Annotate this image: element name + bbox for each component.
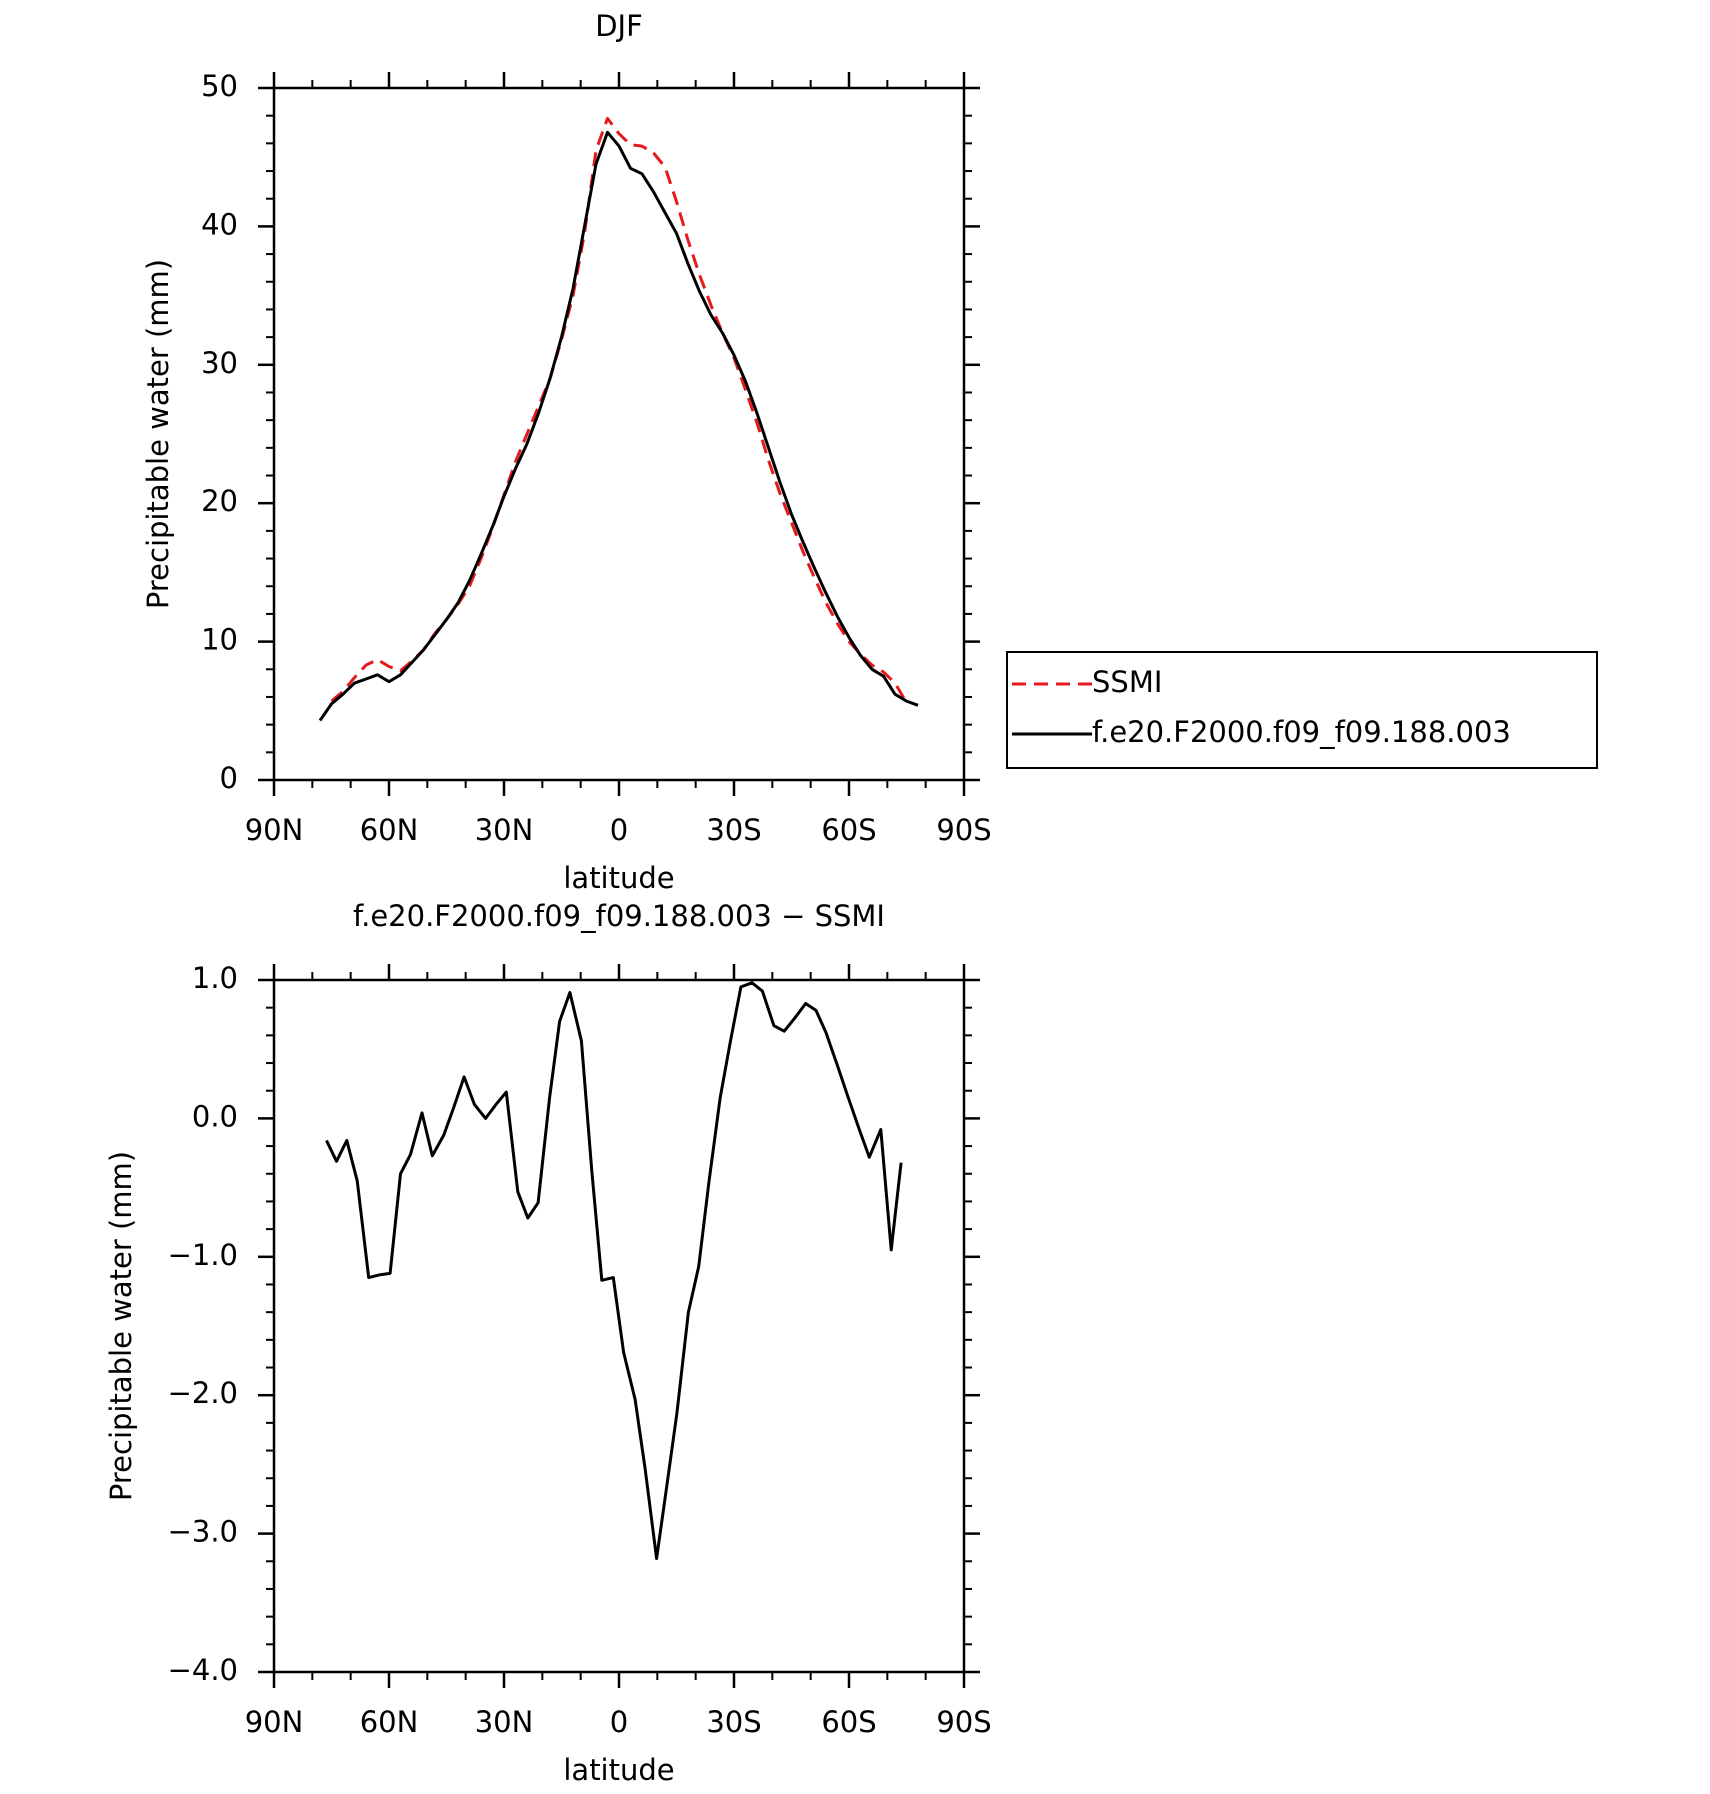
series-line — [318, 130, 919, 722]
x-axis-label: latitude — [563, 1753, 674, 1787]
y-tick-label: 1.0 — [192, 961, 238, 995]
x-tick-label: 90S — [936, 813, 991, 847]
x-tick-label: 30N — [475, 1705, 534, 1739]
y-axis-label: Precipitable water (mm) — [141, 259, 175, 609]
x-tick-label: 60S — [821, 1705, 876, 1739]
x-tick-label: 30S — [706, 1705, 761, 1739]
chart-title: f.e20.F2000.f09_f09.188.003 − SSMI — [353, 899, 885, 933]
plot-frame — [272, 86, 966, 782]
y-tick-label: −2.0 — [168, 1376, 238, 1410]
x-tick-label: 90S — [936, 1705, 991, 1739]
legend-box — [1006, 651, 1598, 769]
y-tick-label: 40 — [201, 207, 238, 241]
plot-frame — [272, 978, 966, 1674]
x-tick-label: 0 — [610, 1705, 628, 1739]
x-tick-label: 60S — [821, 813, 876, 847]
chart-title: DJF — [595, 9, 643, 43]
legend-label: f.e20.F2000.f09_f09.188.003 — [1092, 715, 1511, 749]
x-tick-label: 60N — [360, 813, 419, 847]
series-line — [330, 116, 908, 704]
y-tick-label: −4.0 — [168, 1653, 238, 1687]
y-tick-label: −1.0 — [168, 1238, 238, 1272]
series-line — [325, 981, 903, 1560]
y-axis-label: Precipitable water (mm) — [104, 1151, 138, 1501]
y-tick-label: 0.0 — [192, 1099, 238, 1133]
y-tick-label: 50 — [201, 69, 238, 103]
x-tick-label: 30S — [706, 813, 761, 847]
x-tick-label: 90N — [245, 813, 304, 847]
y-tick-label: 10 — [201, 623, 238, 657]
x-tick-label: 90N — [245, 1705, 304, 1739]
x-axis-label: latitude — [563, 861, 674, 895]
legend-label: SSMI — [1092, 665, 1162, 699]
y-tick-label: −3.0 — [168, 1515, 238, 1549]
y-tick-label: 30 — [201, 346, 238, 380]
y-tick-label: 0 — [220, 761, 238, 795]
x-tick-label: 60N — [360, 1705, 419, 1739]
x-tick-label: 30N — [475, 813, 534, 847]
x-tick-label: 0 — [610, 813, 628, 847]
y-tick-label: 20 — [201, 484, 238, 518]
